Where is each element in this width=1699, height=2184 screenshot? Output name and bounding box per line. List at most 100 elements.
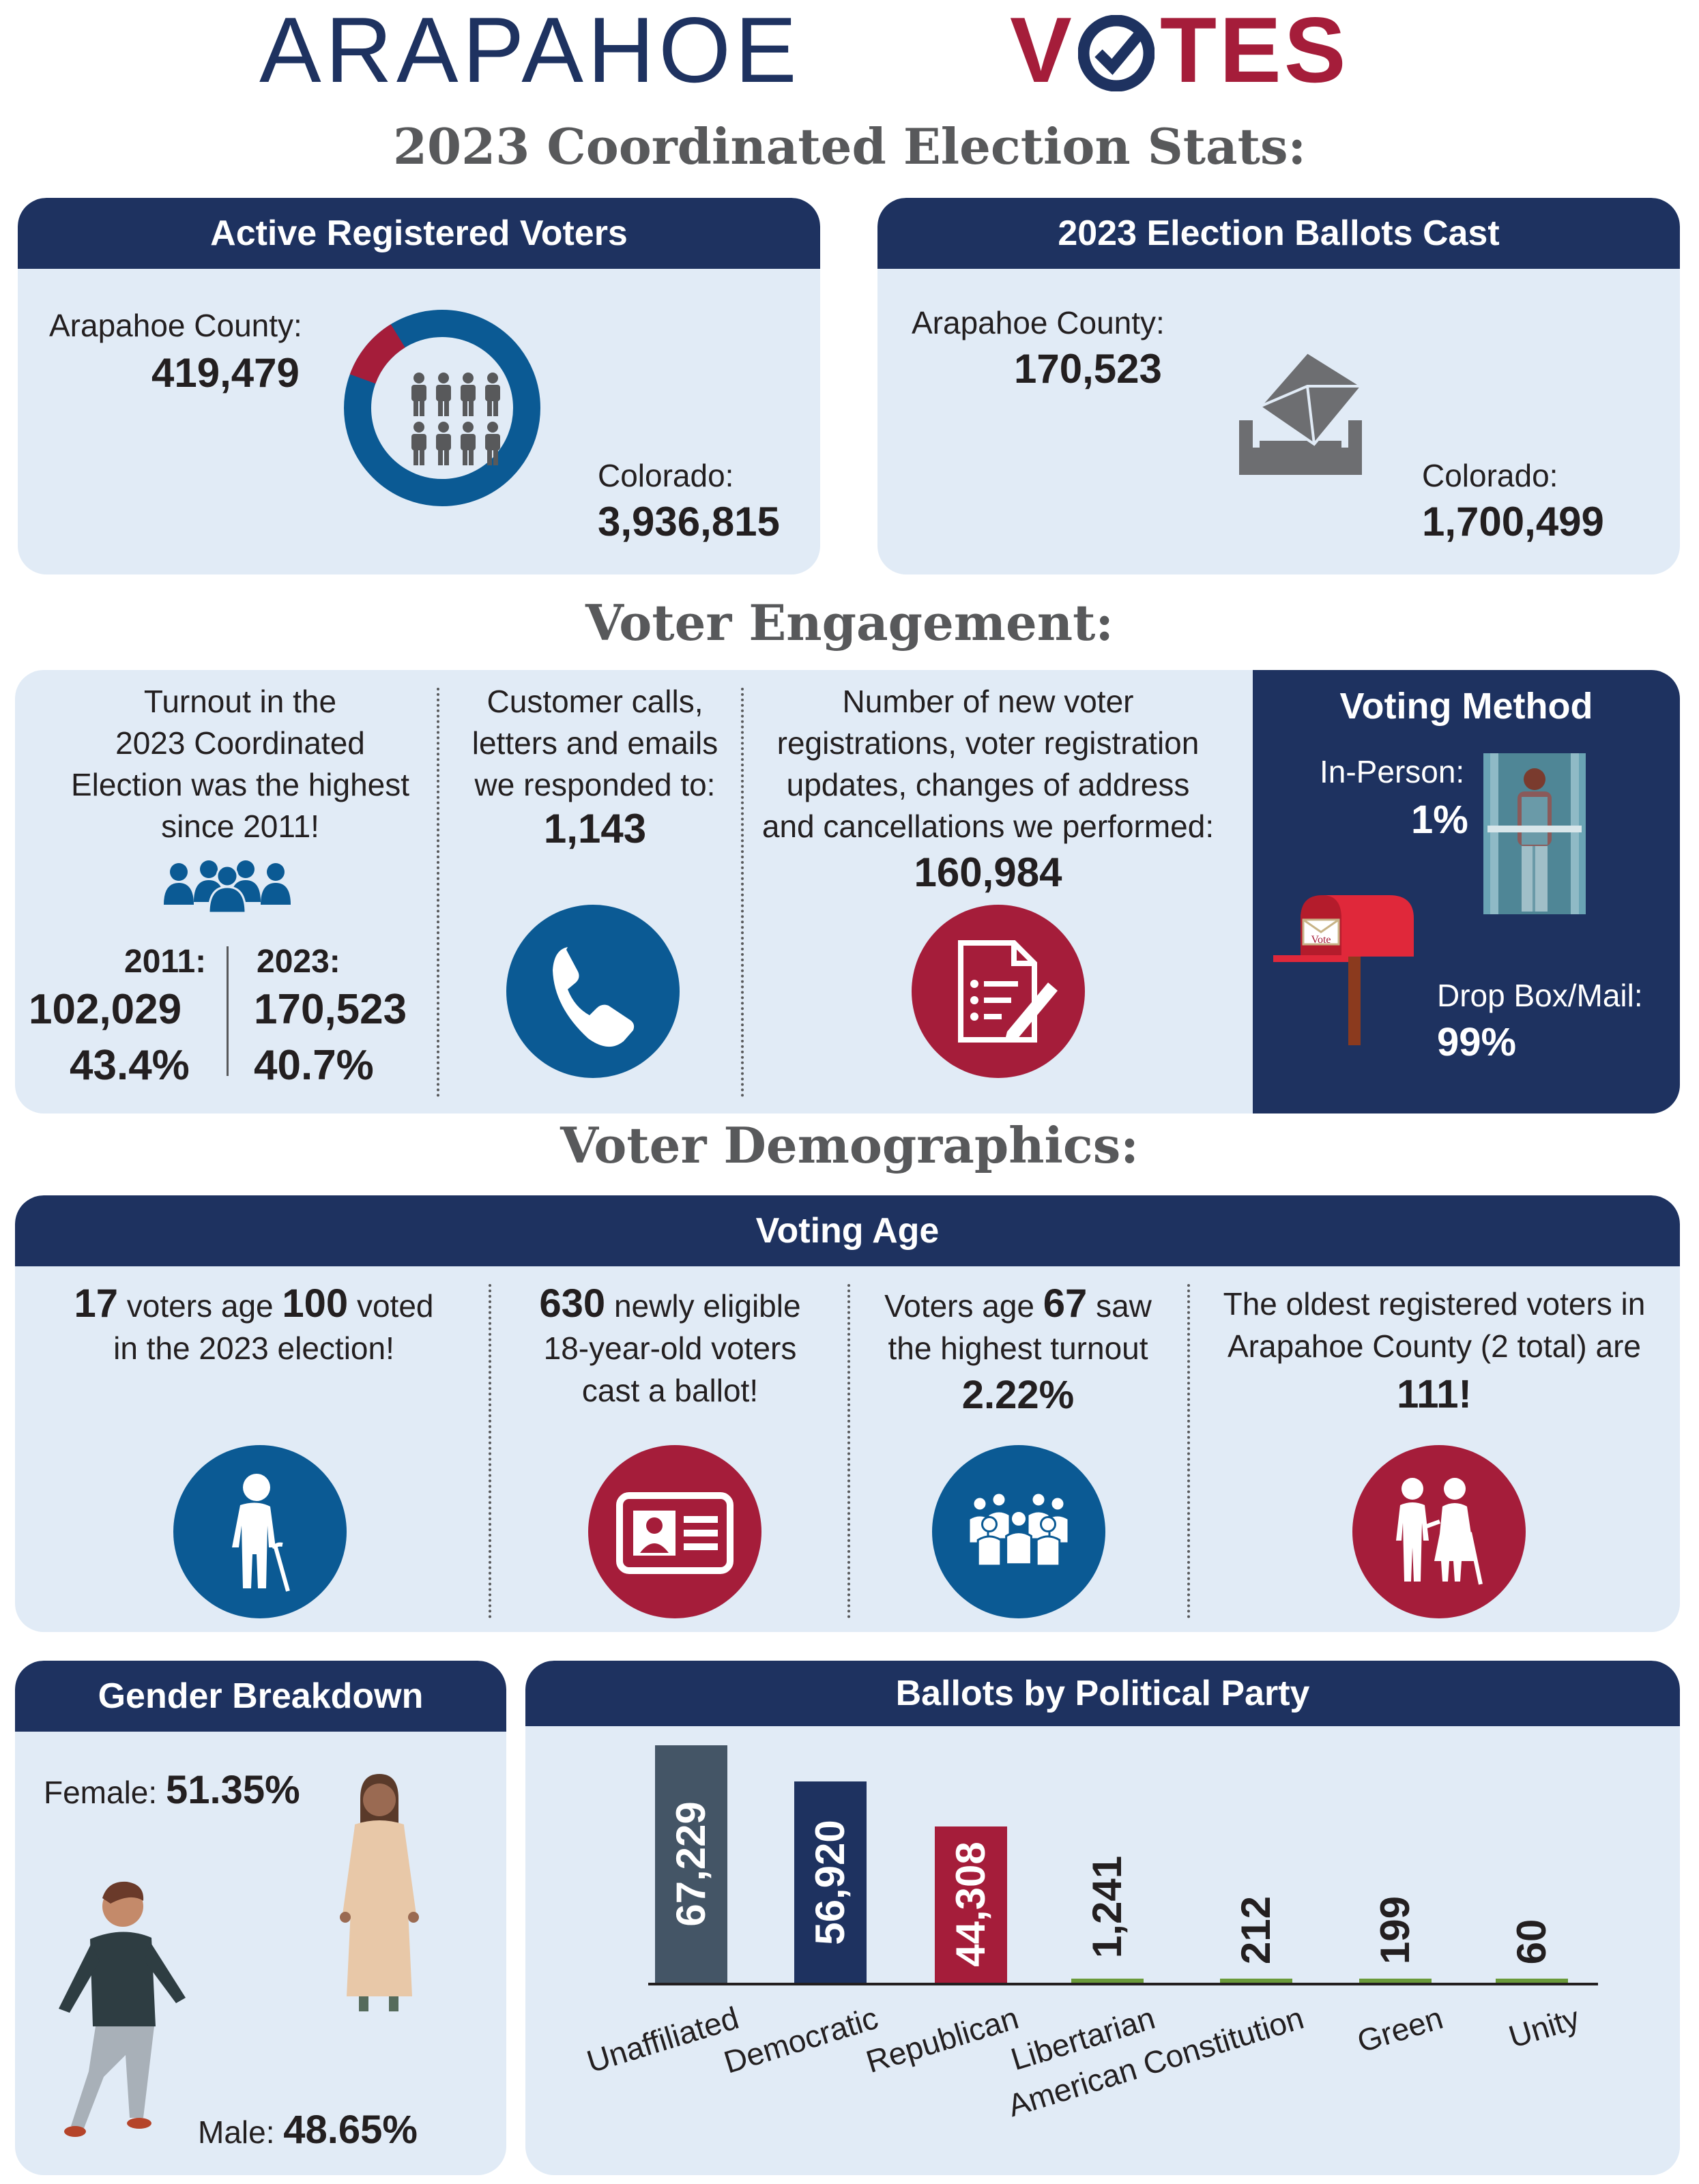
age-fact-2-a: 630 [539,1281,606,1326]
logo-text-tes: TES [1160,0,1349,102]
male-label: Male: [198,2114,284,2150]
logo: ARAPAHOE V TES [259,0,1440,102]
party-chart: 67,229 Unaffiliated 56,920 Democratic 44,308… [525,1661,1680,2175]
page-subtitle: 2023 Coordinated Election Stats: [392,117,1307,175]
chart-bar [1071,1978,1144,1983]
age-divider-3 [1187,1284,1190,1618]
age-divider-1 [489,1284,491,1618]
voting-age-panel: Voting Age 17 voters age 100 voted in th… [15,1195,1680,1632]
chart-bar [935,1826,1007,1983]
year-2011-pct: 43.4% [70,1042,190,1089]
party-chart-title: Ballots by Political Party [525,1661,1680,1726]
voting-age-title: Voting Age [15,1195,1680,1266]
registrations-line1: Number of new voter [842,684,1134,719]
engagement-divider-1 [437,688,439,1097]
chart-category-label: Green [1353,1999,1447,2060]
age-fact-3-a: Voters age [884,1288,1043,1324]
logo-text-v: V [1010,0,1072,102]
registrations-line4: and cancellations we performed: [761,809,1215,844]
male-value: 48.65% [283,2108,418,2152]
female-stat: Female: 51.35% [44,1767,300,1813]
chart-value-label: 212 [1233,1895,1279,1965]
inperson-value: 1% [1411,798,1468,842]
turnout-divider [227,946,229,1076]
calls-line1: Customer calls, [487,684,703,719]
age-fact-4-b: Arapahoe County (2 total) are [1227,1328,1642,1364]
registered-donut [341,307,543,509]
mailbox-sign-text: Vote [1311,934,1331,946]
registrations-text: Number of new voter registrations, voter… [749,681,1227,847]
age-fact-4: The oldest registered voters in Arapahoe… [1195,1283,1673,1422]
voting-method-title: Voting Method [1339,686,1593,727]
age-fact-4-a: The oldest registered voters in [1223,1286,1646,1322]
age-fact-2-c: 18-year-old voters [543,1330,797,1366]
gender-title: Gender Breakdown [15,1661,506,1732]
age-fact-3-b: 67 [1043,1281,1088,1326]
ballots-county-label: Arapahoe County: [912,305,1165,340]
ballots-cast-title: 2023 Election Ballots Cast [877,198,1680,269]
turnout-line1: Turnout in the [143,684,337,719]
female-figure-icon [328,1771,430,2017]
engagement-divider-2 [741,688,744,1097]
male-figure-icon [42,1872,206,2145]
female-label: Female: [44,1775,166,1810]
chart-baseline [648,1983,1598,1985]
chart-bar [1220,1979,1292,1983]
age-fact-3-c: saw [1087,1288,1152,1324]
calls-value: 1,143 [543,806,647,851]
registered-state-value: 3,936,815 [598,499,780,544]
age-fact-3: Voters age 67 saw the highest turnout 2.… [854,1283,1182,1421]
year-2023-pct: 40.7% [254,1042,374,1089]
turnout-line2: 2023 Coordinated [115,725,365,761]
chart-value-label: 44,308 [948,1841,993,1968]
checkmark-icon [1077,14,1155,92]
year-2011-count: 102,029 [29,986,182,1033]
year-2023-label: 2023: [257,944,340,980]
turnout-line3: Election was the highest [70,767,410,802]
donut-state-ring [344,310,540,506]
age-fact-1-a: 17 [74,1281,119,1326]
chart-value-label: 60 [1509,1919,1554,1965]
age-fact-1-d: voted [348,1288,434,1324]
calls-line2: letters and emails [471,725,718,761]
registrations-line2: registrations, voter registration [776,725,1200,761]
logo-text-arapahoe: ARAPAHOE [259,0,801,102]
mail-label: Drop Box/Mail: [1437,978,1643,1013]
registered-state-label: Colorado: [598,458,734,493]
registrations-line3: updates, changes of address [786,767,1190,802]
chart-value-label: 1,241 [1084,1855,1130,1958]
ballots-state-value: 1,700,499 [1422,499,1604,544]
age-fact-3-d: the highest turnout [888,1330,1148,1366]
ballot-box-icon [1232,345,1369,482]
age-fact-4-c: 111! [1397,1372,1472,1416]
year-2011-label: 2011: [124,944,207,980]
elderly-couple-icon [1352,1445,1526,1618]
chart-value-label: 56,920 [807,1819,853,1945]
mail-value: 99% [1437,1020,1517,1064]
age-fact-2-d: cast a ballot! [581,1373,759,1408]
registrations-value: 160,984 [914,849,1062,895]
engagement-heading: Voter Engagement: [585,594,1114,652]
engagement-panel: Turnout in the 2023 Coordinated Election… [15,670,1680,1113]
crowd-icon [164,856,291,914]
elderly-person-icon [173,1445,347,1618]
age-fact-1-e: in the 2023 election! [113,1330,394,1366]
phone-icon [506,905,680,1078]
chart-value-label: 199 [1372,1895,1418,1965]
ballots-county-value: 170,523 [1014,346,1162,392]
chart-bar [1496,1979,1568,1983]
chart-bar [1359,1979,1432,1983]
age-fact-1-b: voters age [118,1288,282,1324]
id-card-icon [588,1445,761,1618]
registered-voters-panel: Active Registered Voters Arapahoe County… [18,198,820,574]
chart-bar [655,1745,727,1983]
group-icon [932,1445,1105,1618]
gender-panel: Gender Breakdown Female: 51.35% Male: 48… [15,1661,506,2175]
female-value: 51.35% [165,1768,300,1812]
age-fact-2: 630 newly eligible 18-year-old voters ca… [499,1283,841,1412]
age-divider-2 [847,1284,850,1618]
chart-value-label: 67,229 [668,1801,714,1927]
registered-county-label: Arapahoe County: [49,308,302,343]
ballots-state-label: Colorado: [1422,458,1558,493]
registered-county-value: 419,479 [151,350,300,396]
